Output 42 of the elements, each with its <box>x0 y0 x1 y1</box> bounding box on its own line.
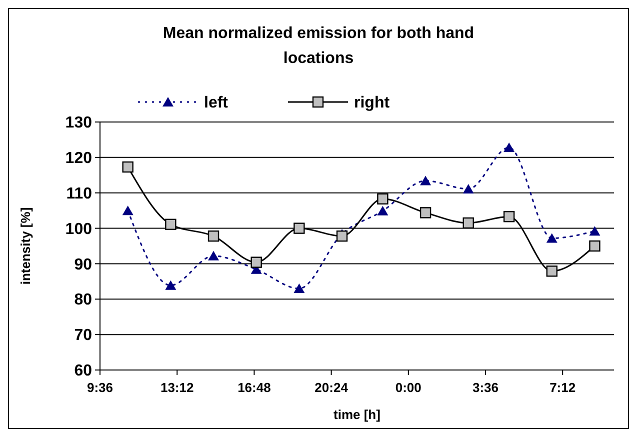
point <box>336 230 348 242</box>
legend-label: right <box>354 94 390 112</box>
x-axis-title: time [h] <box>334 407 380 422</box>
point <box>420 176 432 186</box>
point <box>546 266 558 277</box>
y-tick-label: 110 <box>66 185 92 202</box>
point <box>165 280 176 290</box>
point <box>208 250 220 260</box>
point <box>250 256 262 268</box>
point <box>420 207 432 218</box>
x-tick-label: 9:36 <box>86 380 114 395</box>
y-tick-label: 80 <box>74 292 92 309</box>
y-tick-label: 100 <box>65 220 92 238</box>
point <box>122 161 134 173</box>
legend-label: left <box>204 94 229 112</box>
point <box>294 222 305 234</box>
y-tick-label: 120 <box>65 150 92 168</box>
point <box>294 284 305 294</box>
point <box>504 142 515 152</box>
point <box>377 206 388 216</box>
point <box>122 206 134 216</box>
point <box>589 226 600 236</box>
point <box>503 210 515 222</box>
x-tick-label: 0:00 <box>395 380 422 395</box>
x-tick-label: 7:12 <box>550 380 576 395</box>
y-tick-label: 130 <box>65 114 92 132</box>
point <box>165 218 176 230</box>
y-tick-label: 60 <box>74 362 92 380</box>
point <box>589 240 600 252</box>
y-tick-label: 70 <box>74 327 92 344</box>
point <box>208 230 220 242</box>
x-tick-label: 16:48 <box>238 380 271 395</box>
y-tick-label: 90 <box>74 256 92 274</box>
x-tick-label: 20:24 <box>314 380 349 395</box>
point <box>462 184 474 194</box>
point <box>546 233 558 243</box>
x-tick-label: 3:36 <box>472 380 499 395</box>
chart-title: Mean normalized emission for both hand locations <box>162 25 474 67</box>
point <box>377 193 388 204</box>
point <box>462 217 474 229</box>
x-tick-label: 13:12 <box>160 380 194 395</box>
y-axis-title: intensity [%] <box>18 207 33 285</box>
